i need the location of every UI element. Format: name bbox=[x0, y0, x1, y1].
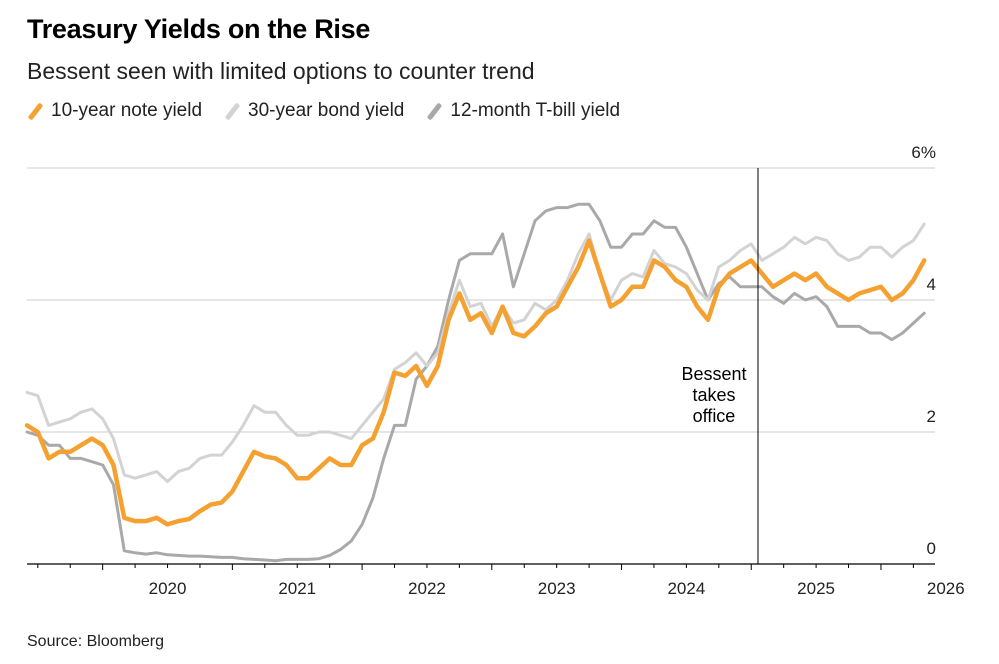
legend-item-30-year: 30-year bond yield bbox=[224, 100, 404, 122]
chart-legend: 10-year note yield 30-year bond yield 12… bbox=[27, 100, 642, 122]
x-tick-label-3: 2023 bbox=[538, 579, 576, 598]
legend-label-10-year: 10-year note yield bbox=[51, 100, 203, 121]
y-tick-label-2: 4 bbox=[927, 275, 936, 294]
legend-item-12-month: 12-month T-bill yield bbox=[426, 100, 620, 122]
annotation-text-line-2: office bbox=[693, 406, 736, 426]
chart-subtitle: Bessent seen with limited options to cou… bbox=[27, 58, 535, 84]
y-tick-label-1: 2 bbox=[927, 407, 936, 426]
x-tick-label-6: 2026 bbox=[927, 579, 965, 598]
series-line-1 bbox=[25, 222, 926, 483]
chart-title: Treasury Yields on the Rise bbox=[27, 14, 371, 44]
gridlines bbox=[27, 167, 935, 433]
annotation-text-line-0: Bessent bbox=[681, 364, 746, 384]
x-tick-label-2: 2022 bbox=[408, 579, 446, 598]
series-line-0 bbox=[24, 238, 927, 527]
annotation-text-line-1: takes bbox=[692, 385, 735, 405]
y-tick-label-0: 0 bbox=[927, 539, 936, 558]
source-note: Source: Bloomberg bbox=[27, 633, 164, 650]
legend-label-30-year: 30-year bond yield bbox=[248, 100, 405, 121]
series-layer bbox=[24, 202, 927, 563]
legend-item-10-year: 10-year note yield bbox=[27, 100, 202, 122]
legend-label-12-month: 12-month T-bill yield bbox=[450, 100, 621, 121]
legend-swatch-12-month bbox=[427, 101, 443, 121]
legend-swatch-10-year bbox=[27, 101, 44, 121]
legend-swatch-30-year bbox=[224, 101, 241, 121]
series-line-2 bbox=[25, 202, 926, 563]
x-tick-label-0: 2020 bbox=[149, 579, 187, 598]
y-axis-ticks: 0 2 4 6% bbox=[911, 143, 936, 558]
y-tick-label-3: 6% bbox=[911, 143, 936, 162]
x-tick-label-1: 2021 bbox=[278, 579, 316, 598]
x-axis: 2020 2021 2022 2023 2024 2025 2026 bbox=[27, 563, 965, 598]
x-tick-label-4: 2024 bbox=[667, 579, 705, 598]
x-tick-label-5: 2025 bbox=[797, 579, 835, 598]
